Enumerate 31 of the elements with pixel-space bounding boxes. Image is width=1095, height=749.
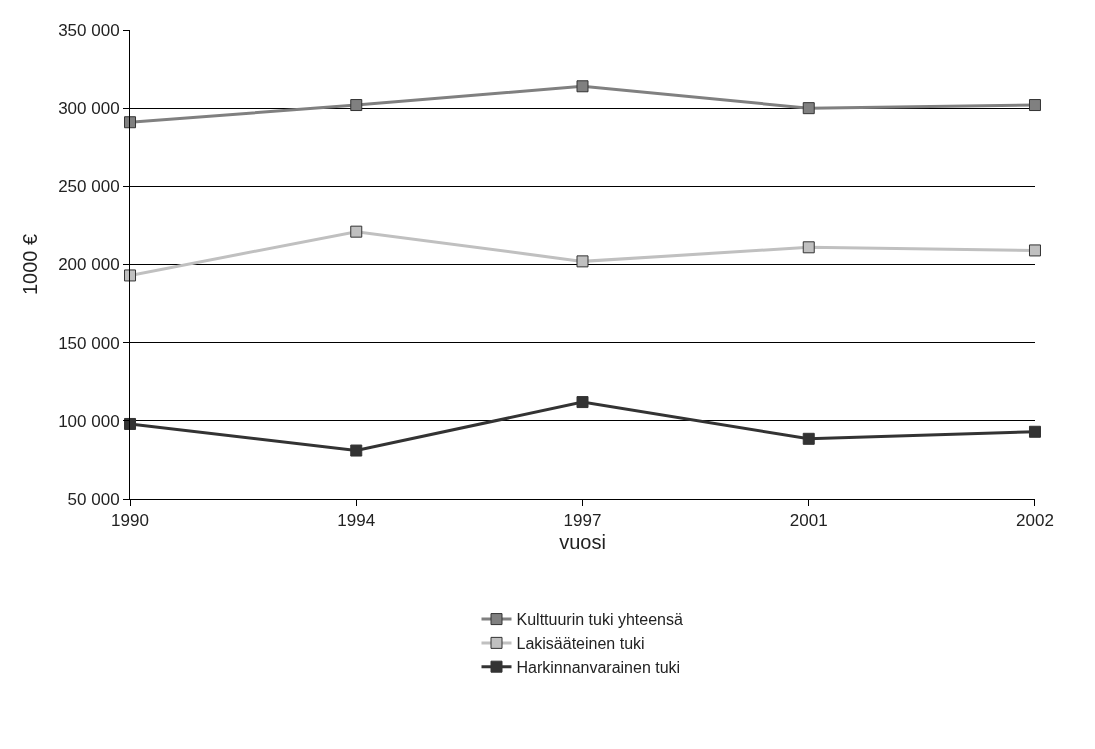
y-tick-label: 300 000 bbox=[58, 99, 120, 119]
y-tick-label: 350 000 bbox=[58, 20, 120, 40]
legend-label: Lakisääteinen tuki bbox=[516, 635, 645, 653]
point bbox=[350, 99, 363, 112]
x-tick-label: 2001 bbox=[789, 511, 828, 531]
x-axis-title: vuosi bbox=[559, 530, 606, 553]
point bbox=[576, 255, 589, 268]
y-tick-label: 250 000 bbox=[58, 177, 120, 197]
x-tick-label: 1997 bbox=[563, 511, 602, 531]
x-tick-label: 2002 bbox=[1016, 511, 1054, 531]
legend-label: Harkinnanvarainen tuki bbox=[516, 658, 681, 676]
y-tick-label: 100 000 bbox=[58, 411, 120, 431]
point bbox=[1028, 99, 1041, 112]
point bbox=[350, 444, 363, 457]
y-tick-label: 150 000 bbox=[58, 333, 120, 353]
y-tick-label: 200 000 bbox=[58, 255, 120, 275]
y-tick-label: 50 000 bbox=[67, 489, 120, 509]
point bbox=[576, 396, 589, 409]
x-tick-label: 1990 bbox=[111, 511, 149, 531]
point bbox=[124, 269, 137, 282]
point bbox=[350, 225, 363, 238]
point bbox=[802, 102, 815, 115]
legend-label: Kulttuurin tuki yhteensä bbox=[516, 611, 683, 629]
point bbox=[1028, 244, 1041, 257]
point bbox=[124, 116, 137, 129]
point bbox=[802, 241, 815, 254]
x-tick-label: 1994 bbox=[337, 511, 376, 531]
point bbox=[1028, 425, 1041, 438]
y-axis-title: 1000 € bbox=[18, 233, 41, 296]
point bbox=[802, 432, 815, 445]
point bbox=[576, 80, 589, 93]
